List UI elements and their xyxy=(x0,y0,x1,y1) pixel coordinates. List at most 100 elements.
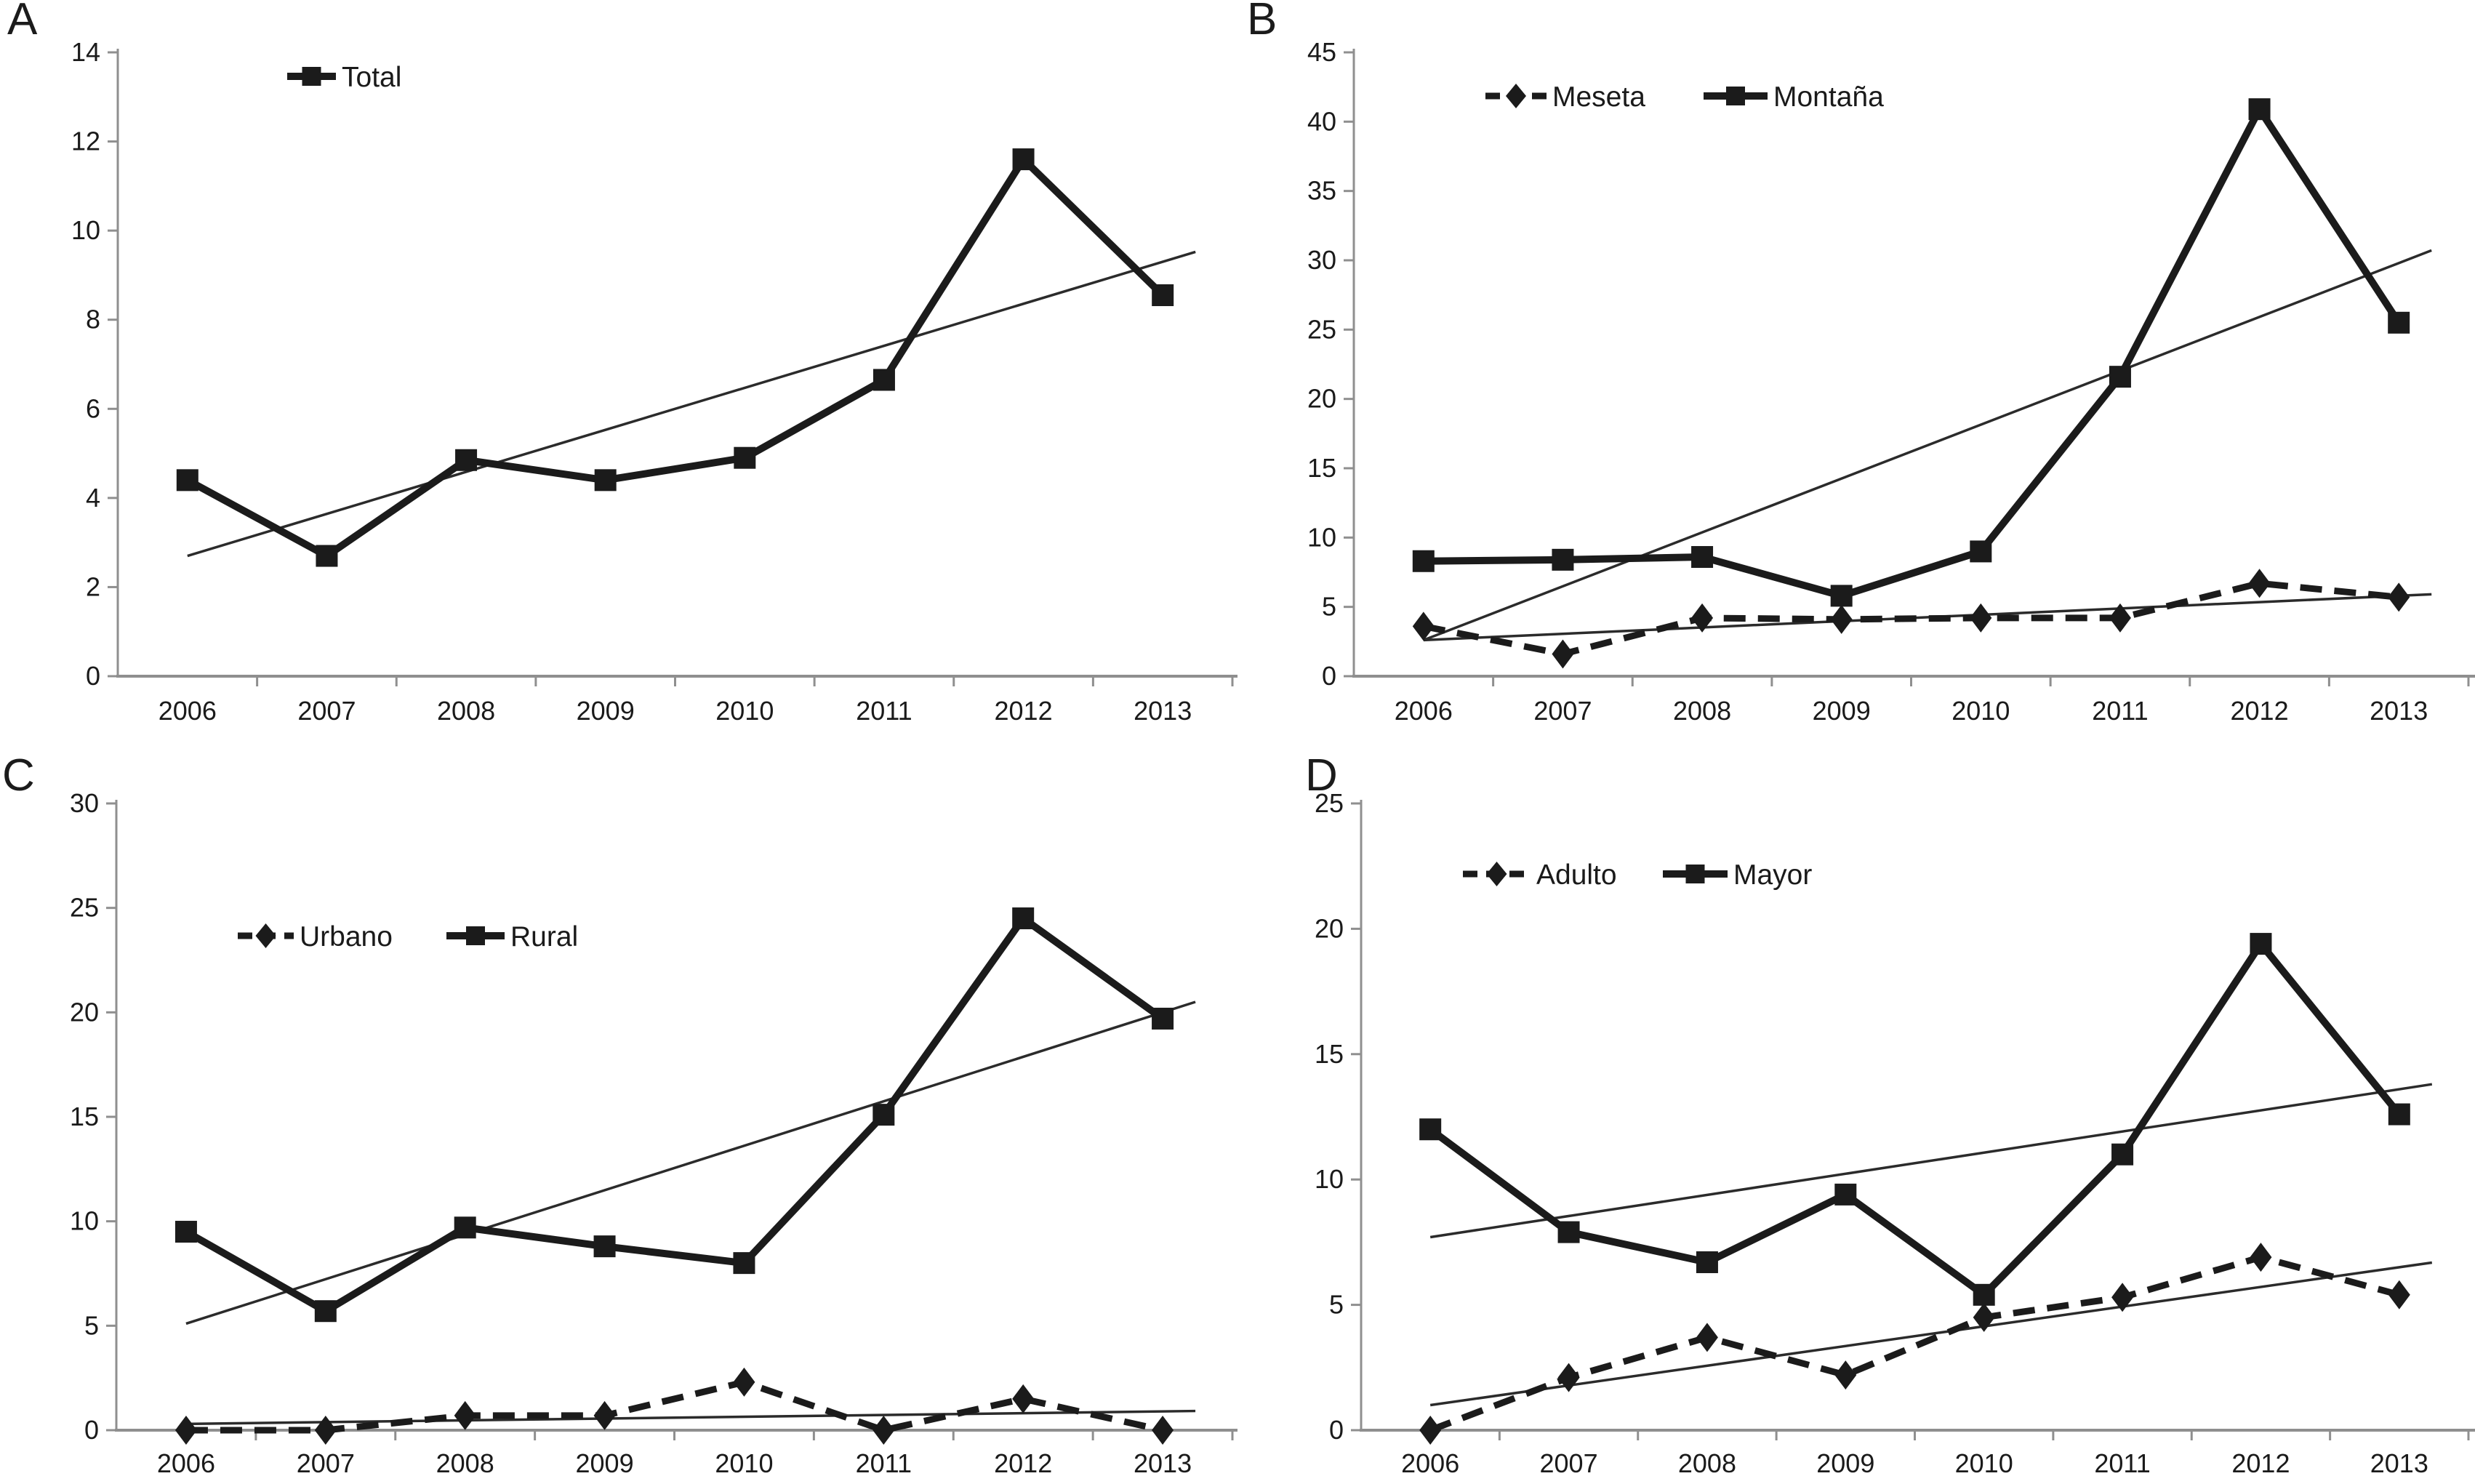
data-point-diamond-marker-urbano xyxy=(1152,1416,1174,1445)
panel-c-chart: 0 5 10 15 20 25 30 2006 2007 2008 2009 2010 2011 2012… xyxy=(70,788,1238,1478)
x-tick-label: 2009 xyxy=(576,1448,634,1478)
data-point-square-marker-rural xyxy=(873,1104,895,1126)
data-point-diamond-marker-adulto xyxy=(1419,1416,1442,1445)
x-tick-label: 2010 xyxy=(1955,1448,2013,1478)
panel-a-chart: 0 2 4 6 8 10 12 14 2006 2007 2008 2009 2010 2011 2012 2… xyxy=(71,37,1238,726)
x-tick-label: 2010 xyxy=(1951,696,2010,726)
data-point-square-marker-mayor xyxy=(1696,1251,1718,1273)
x-tick-label: 2006 xyxy=(1401,1448,1459,1478)
data-point-diamond-marker-urbano xyxy=(314,1416,337,1445)
y-tick-label: 8 xyxy=(86,305,100,334)
data-point-square-marker-montana xyxy=(2109,366,2131,388)
data-point-diamond-marker-meseta xyxy=(2109,603,2131,633)
data-point-square-marker-mayor xyxy=(2250,933,2272,955)
legend-label-total: Total xyxy=(342,62,401,93)
data-point-diamond-marker-meseta xyxy=(1970,603,1992,633)
data-point-square-marker-rural xyxy=(1152,1007,1174,1030)
y-tick-label: 10 xyxy=(1315,1164,1344,1194)
data-point-square-marker-total xyxy=(734,446,756,469)
legend-square-marker-rural xyxy=(466,926,485,945)
trendline-total xyxy=(187,250,1196,558)
legend-diamond-marker-meseta xyxy=(1506,84,1526,108)
trendline-mayor xyxy=(1429,1083,2433,1239)
data-point-square-marker-mayor xyxy=(1834,1183,1857,1206)
data-point-diamond-marker-urbano xyxy=(873,1416,895,1445)
x-tick-label: 2012 xyxy=(994,1448,1052,1478)
y-tick-label: 4 xyxy=(86,483,100,513)
data-point-diamond-marker-urbano xyxy=(454,1400,476,1430)
series-line-montana xyxy=(1423,102,2402,600)
data-point-square-marker-total xyxy=(176,469,198,492)
legend-label-adulto: Adulto xyxy=(1536,859,1617,891)
y-tick-label: 30 xyxy=(70,788,99,818)
x-tick-label: 2009 xyxy=(1816,1448,1874,1478)
x-tick-label: 2012 xyxy=(2231,696,2289,726)
panel-c-letter: C xyxy=(2,750,35,801)
y-tick-label: 40 xyxy=(1307,106,1336,136)
y-tick-label: 20 xyxy=(1315,913,1344,943)
legend-label-montana: Montaña xyxy=(1773,81,1884,113)
y-tick-label: 20 xyxy=(1307,384,1336,414)
x-tick-label: 2013 xyxy=(2370,696,2428,726)
x-tick-label: 2011 xyxy=(856,1448,912,1478)
data-point-diamond-marker-meseta xyxy=(2248,569,2271,598)
y-tick-label: 6 xyxy=(86,393,100,423)
data-point-square-marker-mayor xyxy=(2111,1143,2134,1166)
x-tick-label: 2007 xyxy=(1540,1448,1598,1478)
data-point-square-marker-total xyxy=(316,545,338,567)
trendline-adulto xyxy=(1429,1261,2433,1407)
legend-square-marker-mayor xyxy=(1685,865,1705,883)
x-tick-label: 2010 xyxy=(715,696,774,726)
x-tick-label: 2013 xyxy=(1134,1448,1192,1478)
x-tick-label: 2011 xyxy=(2092,696,2148,726)
panel-b-chart: 0 5 10 15 20 25 30 35 40 45 2006 2007 2008 2009 2010 20… xyxy=(1307,37,2475,726)
y-tick-label: 25 xyxy=(1315,788,1344,818)
x-tick-label: 2012 xyxy=(995,696,1053,726)
data-point-diamond-marker-adulto xyxy=(2388,1280,2410,1309)
data-point-square-marker-total xyxy=(1012,148,1035,171)
data-point-diamond-marker-urbano xyxy=(1012,1384,1035,1413)
data-point-square-marker-mayor xyxy=(1419,1118,1442,1141)
trendline-montana xyxy=(1423,249,2432,642)
y-tick-label: 35 xyxy=(1307,176,1336,206)
x-tick-label: 2013 xyxy=(2370,1448,2428,1478)
x-tick-label: 2011 xyxy=(2094,1448,2150,1478)
trendline-meseta xyxy=(1423,593,2432,642)
data-point-square-marker-rural xyxy=(314,1300,337,1323)
x-tick-label: 2007 xyxy=(1533,696,1592,726)
trendline-urbano xyxy=(185,1409,1196,1426)
y-tick-label: 0 xyxy=(84,1415,99,1445)
x-tick-label: 2012 xyxy=(2231,1448,2290,1478)
x-tick-label: 2007 xyxy=(297,1448,355,1478)
y-tick-label: 15 xyxy=(1315,1039,1344,1069)
x-tick-label: 2008 xyxy=(1673,696,1731,726)
x-tick-label: 2009 xyxy=(577,696,635,726)
x-tick-label: 2011 xyxy=(856,696,912,726)
data-point-diamond-marker-adulto xyxy=(2250,1243,2272,1272)
y-tick-label: 12 xyxy=(71,127,100,156)
x-tick-label: 2013 xyxy=(1134,696,1192,726)
legend-label-rural: Rural xyxy=(510,921,578,952)
data-point-diamond-marker-adulto xyxy=(1973,1302,1995,1332)
legend-diamond-marker-urbano xyxy=(255,923,276,948)
panel-b: B 0 5 10 15 20 25 30 35 40 45 2006 2007 2008 2009 2010… xyxy=(1238,0,2475,742)
y-tick-label: 25 xyxy=(1307,314,1336,344)
data-point-square-marker-montana xyxy=(1691,546,1714,569)
data-point-square-marker-montana xyxy=(1412,550,1435,572)
data-point-diamond-marker-adulto xyxy=(1834,1360,1857,1390)
y-tick-label: 0 xyxy=(1322,661,1336,691)
x-tick-label: 2010 xyxy=(715,1448,773,1478)
trendline-rural xyxy=(185,1000,1196,1325)
y-tick-label: 10 xyxy=(70,1206,99,1236)
legend-square-marker-montana xyxy=(1726,87,1745,105)
legend-label-urbano: Urbano xyxy=(300,921,393,952)
y-tick-label: 10 xyxy=(1307,522,1336,552)
legend-label-mayor: Mayor xyxy=(1733,859,1812,891)
y-tick-label: 15 xyxy=(70,1102,99,1131)
panel-d-letter: D xyxy=(1305,750,1338,801)
y-tick-label: 10 xyxy=(71,215,100,245)
data-point-diamond-marker-meseta xyxy=(1691,603,1714,633)
data-point-square-marker-rural xyxy=(175,1221,197,1243)
data-point-square-marker-montana xyxy=(1830,585,1853,607)
data-point-diamond-marker-urbano xyxy=(593,1400,616,1430)
